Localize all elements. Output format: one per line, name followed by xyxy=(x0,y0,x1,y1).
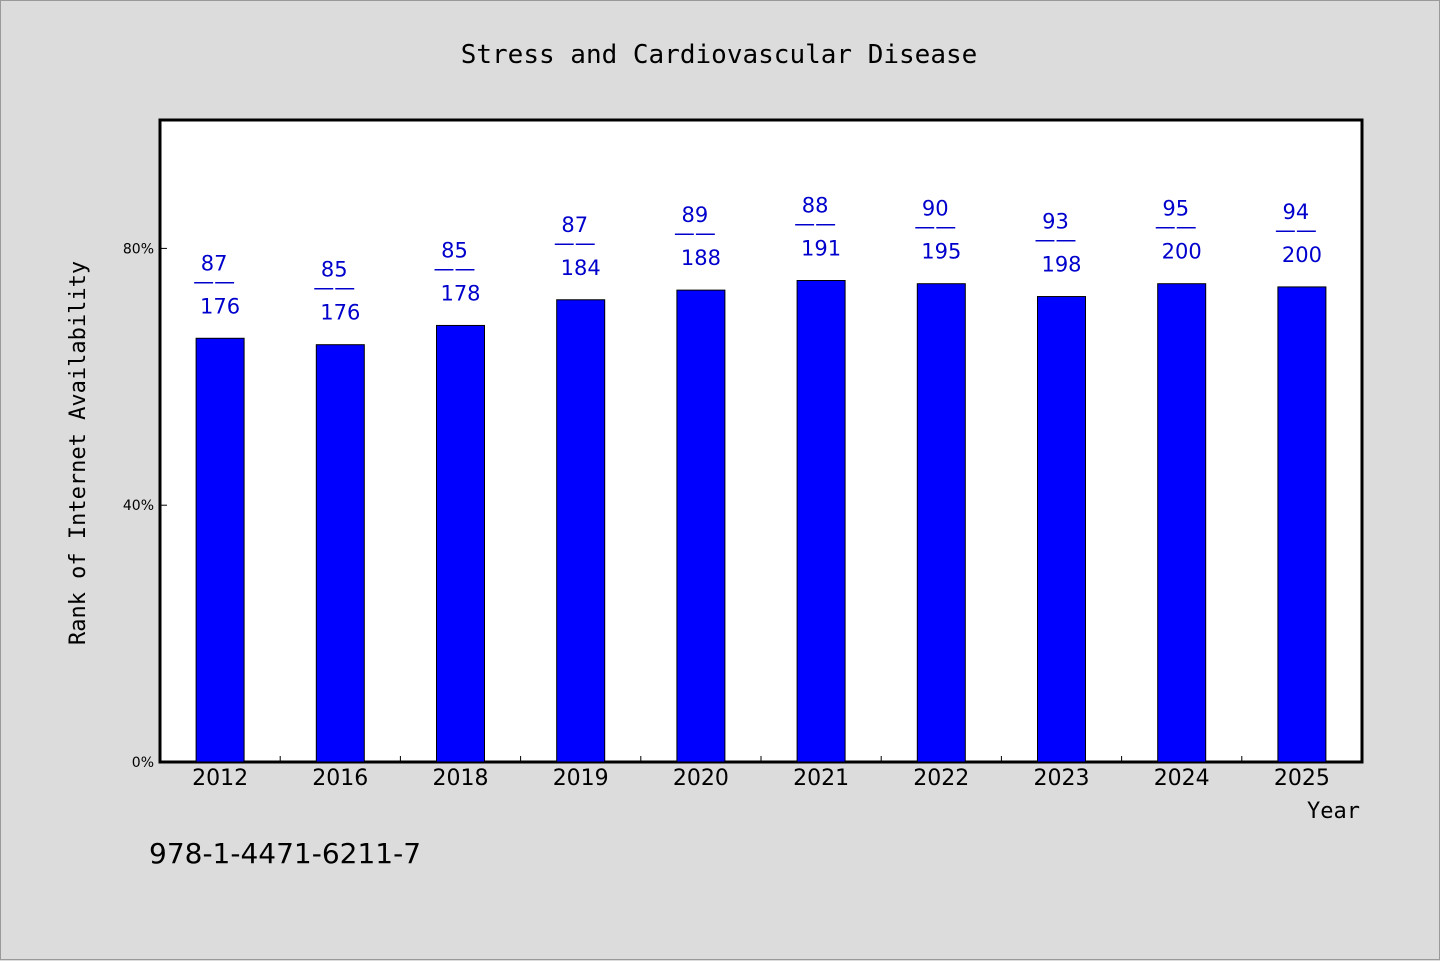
x-tick-label-2018: 2018 xyxy=(433,766,489,791)
data-label-bottom-2012: 176 xyxy=(200,294,240,318)
data-label-top-2020: 89 xyxy=(682,203,709,227)
data-label-top-2025: 94 xyxy=(1283,200,1310,224)
data-label-separator-2020: —— xyxy=(674,221,716,245)
bar-2024 xyxy=(1157,283,1207,763)
data-label-bottom-2019: 184 xyxy=(561,256,601,280)
bar-2018 xyxy=(436,324,485,763)
data-label-separator-2012: —— xyxy=(193,269,235,293)
y-axis-label: Rank of Internet Availability xyxy=(66,261,91,645)
data-label-separator-2016: —— xyxy=(313,276,355,300)
data-label-bottom-2016: 176 xyxy=(320,301,360,325)
x-axis-ticks: 2012 2016 2018 2019 2020 2021 2022 2023 2024 2025 xyxy=(192,756,1330,791)
x-tick-label-2020: 2020 xyxy=(673,766,729,791)
data-label-top-2021: 88 xyxy=(802,194,829,218)
x-axis-label: Year xyxy=(1307,799,1360,824)
y-tick-label-40: 40% xyxy=(123,498,154,514)
bar-2012 xyxy=(195,337,245,763)
data-label-separator-2025: —— xyxy=(1275,218,1317,242)
x-tick-label-2025: 2025 xyxy=(1274,766,1330,791)
data-labels-group: 87——17685——17685——17887——18489——18888——1… xyxy=(193,194,1322,325)
bars-group xyxy=(195,280,1327,763)
x-tick-label-2016: 2016 xyxy=(312,766,368,791)
data-label-top-2019: 87 xyxy=(561,213,588,237)
data-label-bottom-2025: 200 xyxy=(1282,243,1322,267)
data-label-separator-2022: —— xyxy=(914,215,956,239)
bar-2022 xyxy=(916,283,966,763)
x-tick-label-2022: 2022 xyxy=(913,766,969,791)
data-label-bottom-2021: 191 xyxy=(801,237,841,261)
x-tick-label-2012: 2012 xyxy=(192,766,248,791)
data-label-bottom-2023: 198 xyxy=(1041,253,1081,277)
bar-2019 xyxy=(556,299,606,763)
bar-2025 xyxy=(1277,286,1327,763)
bar-2016 xyxy=(315,344,365,763)
bar-2023 xyxy=(1037,296,1086,763)
chart-title: Stress and Cardiovascular Disease xyxy=(461,40,978,70)
y-tick-label-0: 0% xyxy=(132,755,154,771)
data-label-separator-2023: —— xyxy=(1035,228,1077,252)
data-label-top-2018: 85 xyxy=(441,238,468,262)
y-tick-label-80: 80% xyxy=(123,241,154,257)
data-label-separator-2024: —— xyxy=(1155,215,1197,239)
bar-2021 xyxy=(796,280,846,763)
data-label-bottom-2022: 195 xyxy=(921,240,961,264)
x-tick-label-2019: 2019 xyxy=(553,766,609,791)
data-label-top-2024: 95 xyxy=(1162,197,1189,221)
data-label-separator-2021: —— xyxy=(794,212,836,236)
data-label-top-2022: 90 xyxy=(922,197,949,221)
data-label-bottom-2020: 188 xyxy=(681,246,721,270)
footnote-isbn: 978-1-4471-6211-7 xyxy=(149,837,421,870)
data-label-top-2023: 93 xyxy=(1042,210,1069,234)
data-label-separator-2019: —— xyxy=(554,231,596,255)
data-label-separator-2018: —— xyxy=(434,256,476,280)
data-label-top-2016: 85 xyxy=(321,258,348,282)
x-tick-label-2021: 2021 xyxy=(793,766,849,791)
x-tick-label-2024: 2024 xyxy=(1154,766,1210,791)
data-label-top-2012: 87 xyxy=(201,251,228,275)
data-label-bottom-2024: 200 xyxy=(1162,240,1202,264)
y-axis-ticks: 0% 40% 80% xyxy=(123,241,167,771)
data-label-bottom-2018: 178 xyxy=(440,281,480,305)
bar-2020 xyxy=(676,289,726,763)
x-tick-label-2023: 2023 xyxy=(1034,766,1090,791)
